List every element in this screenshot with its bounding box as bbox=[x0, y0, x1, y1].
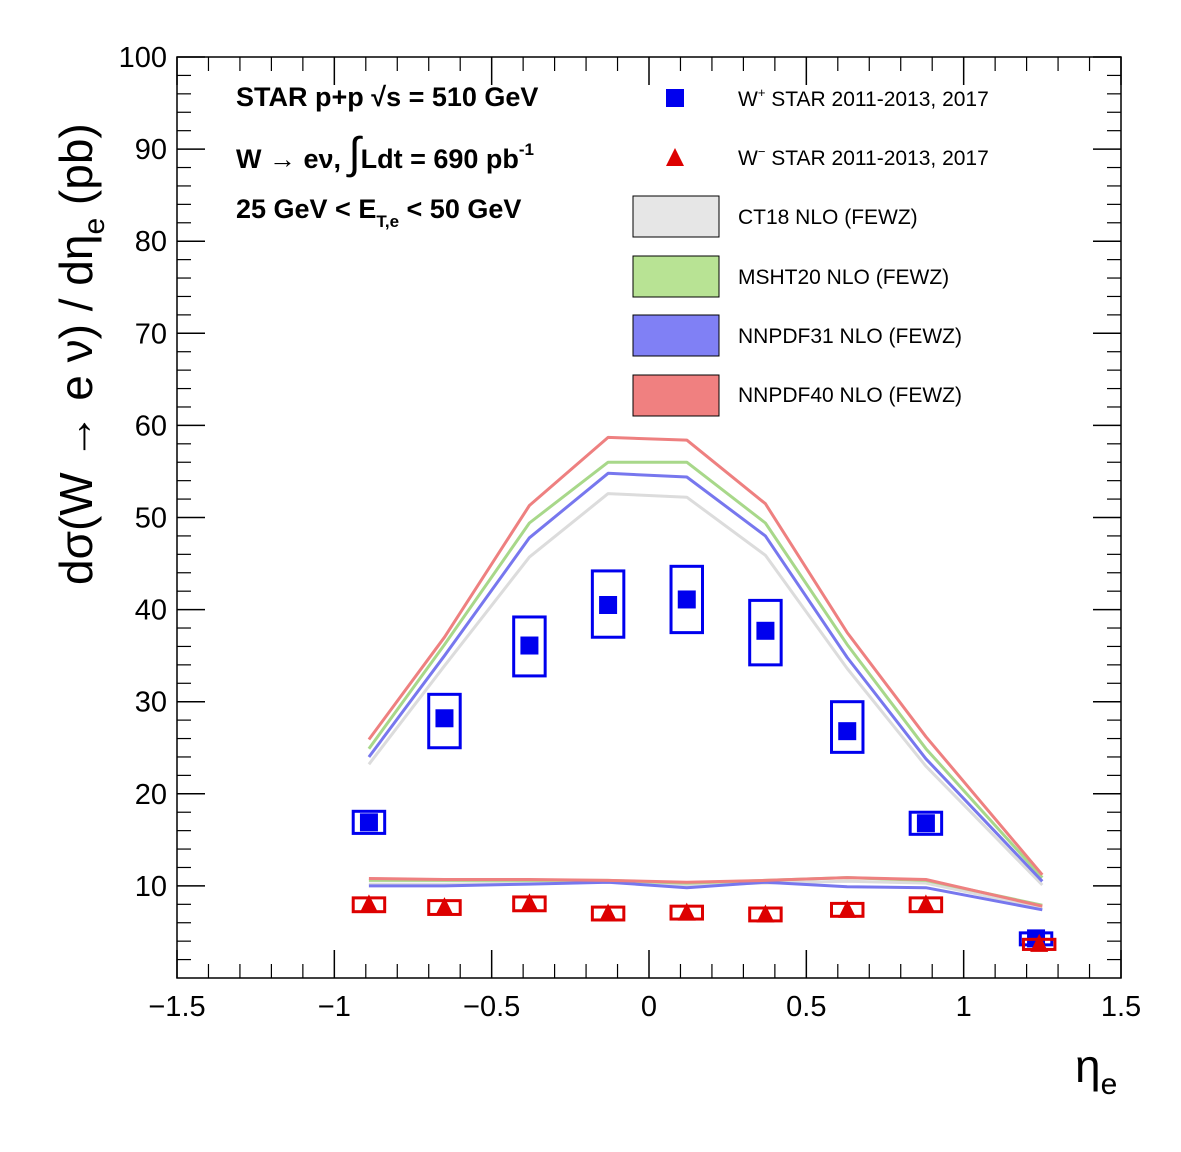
x-axis-title: ηe bbox=[1075, 1040, 1117, 1101]
theory-curve-nnpdf31-wplus bbox=[367, 471, 1044, 883]
sys-box-wplus bbox=[590, 569, 626, 639]
theory-curve-nnpdf40-wplus bbox=[367, 435, 1044, 876]
annotation-et-cut: 25 GeV < ET,e < 50 GeV bbox=[236, 194, 521, 231]
data-point-wplus bbox=[677, 590, 696, 609]
theory-curve-ct18-wplus bbox=[367, 492, 1044, 887]
sys-box-wplus bbox=[748, 598, 783, 667]
x-tick-label: 0 bbox=[641, 991, 657, 1023]
theory-curve-msht20-wplus bbox=[367, 460, 1044, 879]
data-point-wminus bbox=[677, 902, 696, 921]
data-point-wminus bbox=[838, 899, 857, 918]
theory-curve-ct18-wminus bbox=[368, 879, 1043, 910]
data-point-wminus bbox=[916, 894, 935, 913]
data-point-wminus bbox=[435, 897, 454, 916]
data-point-wplus bbox=[756, 621, 775, 640]
data-point-wminus bbox=[520, 893, 539, 912]
theory-curve-nnpdf40-wminus bbox=[368, 876, 1043, 908]
y-tick-label: 30 bbox=[135, 687, 167, 719]
x-tick-label: 1 bbox=[956, 991, 972, 1023]
data-point-wminus bbox=[1030, 933, 1049, 952]
legend-label-nnpdf31: NNPDF31 NLO (FEWZ) bbox=[738, 325, 962, 348]
legend-swatch-ct18 bbox=[632, 195, 720, 238]
legend-label-wplus: W+ STAR 2011-2013, 2017 bbox=[738, 85, 989, 111]
y-tick-label: 70 bbox=[135, 318, 167, 350]
y-tick-label: 10 bbox=[135, 871, 167, 903]
x-tick-label: −1.5 bbox=[148, 991, 205, 1023]
data-points bbox=[351, 564, 1057, 952]
y-tick-label: 60 bbox=[135, 410, 167, 442]
y-tick-label: 90 bbox=[135, 134, 167, 166]
legend-swatch-nnpdf40 bbox=[632, 374, 720, 417]
data-point-wplus bbox=[520, 636, 539, 655]
legend-swatch-msht20 bbox=[632, 255, 720, 298]
data-point-wminus bbox=[756, 904, 775, 923]
sys-box-wplus bbox=[512, 615, 547, 678]
x-tick-label: −1 bbox=[318, 991, 351, 1023]
data-point-wplus bbox=[435, 709, 454, 728]
annotation-luminosity: W → eν, ∫Ldt = 690 pb-1 bbox=[236, 129, 534, 178]
data-point-wplus bbox=[599, 595, 618, 614]
data-point-wminus bbox=[359, 894, 378, 913]
data-point-wplus bbox=[838, 722, 857, 741]
theory-curve-nnpdf31-wminus bbox=[368, 880, 1043, 912]
sys-box-wplus bbox=[830, 700, 865, 754]
x-tick-label: 1.5 bbox=[1101, 991, 1141, 1023]
sys-box-wplus bbox=[351, 809, 387, 835]
y-tick-label: 20 bbox=[135, 779, 167, 811]
x-tick-label: −0.5 bbox=[463, 991, 520, 1023]
y-axis-title: dσ(W → e ν) / dηe (pb) bbox=[50, 123, 111, 585]
data-point-wminus bbox=[599, 903, 618, 922]
x-tick-label: 0.5 bbox=[786, 991, 826, 1023]
sys-box-wplus bbox=[908, 810, 944, 836]
theory-curves bbox=[367, 435, 1044, 912]
legend-marker-wplus bbox=[666, 89, 684, 107]
legend-label-msht20: MSHT20 NLO (FEWZ) bbox=[738, 266, 949, 289]
legend: W+ STAR 2011-2013, 2017 W− STAR 2011-201… bbox=[632, 85, 989, 417]
data-point-wplus bbox=[916, 814, 935, 833]
sys-box-wplus bbox=[427, 692, 462, 750]
y-tick-label: 50 bbox=[135, 503, 167, 535]
y-tick-label: 80 bbox=[135, 226, 167, 258]
legend-label-ct18: CT18 NLO (FEWZ) bbox=[738, 206, 918, 229]
data-point-wplus bbox=[359, 813, 378, 832]
sys-box-wplus bbox=[669, 564, 704, 635]
legend-label-wminus: W− STAR 2011-2013, 2017 bbox=[738, 144, 989, 170]
legend-swatch-nnpdf31 bbox=[632, 314, 720, 357]
y-tick-label: 40 bbox=[135, 595, 167, 627]
axes: −1.5 −1 −0.5 0 0.5 1 1.5 10 20 30 40 50 60 70 80 90 100 bbox=[119, 42, 1142, 1023]
legend-marker-wminus bbox=[666, 148, 684, 166]
y-tick-label: 100 bbox=[119, 42, 167, 74]
annotation-collision: STAR p+p √s = 510 GeV bbox=[236, 82, 538, 112]
legend-label-nnpdf40: NNPDF40 NLO (FEWZ) bbox=[738, 384, 962, 407]
